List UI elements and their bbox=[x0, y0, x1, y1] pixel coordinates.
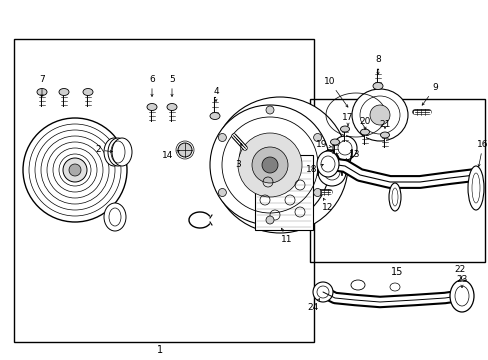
Text: 15: 15 bbox=[390, 267, 403, 277]
Ellipse shape bbox=[317, 158, 346, 186]
Text: 3: 3 bbox=[235, 144, 242, 170]
Ellipse shape bbox=[313, 189, 321, 197]
Text: 17: 17 bbox=[342, 113, 353, 125]
Text: 18: 18 bbox=[305, 165, 323, 175]
Bar bbox=[14, 39, 313, 342]
Ellipse shape bbox=[265, 106, 273, 114]
Text: 22: 22 bbox=[453, 265, 465, 279]
Ellipse shape bbox=[251, 147, 287, 183]
Ellipse shape bbox=[37, 89, 47, 95]
Text: 19: 19 bbox=[316, 140, 331, 149]
Text: 14: 14 bbox=[162, 150, 179, 161]
Text: 20: 20 bbox=[359, 117, 370, 130]
Ellipse shape bbox=[23, 118, 127, 222]
Ellipse shape bbox=[212, 97, 347, 233]
Ellipse shape bbox=[351, 89, 407, 141]
Ellipse shape bbox=[209, 105, 329, 225]
Text: 9: 9 bbox=[421, 84, 437, 105]
Text: 21: 21 bbox=[379, 121, 390, 130]
Ellipse shape bbox=[467, 166, 483, 210]
Text: 4: 4 bbox=[213, 86, 218, 102]
Ellipse shape bbox=[449, 280, 473, 312]
Ellipse shape bbox=[178, 143, 192, 157]
Ellipse shape bbox=[330, 139, 339, 145]
Ellipse shape bbox=[63, 158, 87, 182]
Ellipse shape bbox=[104, 138, 124, 166]
Ellipse shape bbox=[350, 280, 364, 290]
Ellipse shape bbox=[340, 126, 349, 132]
Ellipse shape bbox=[312, 282, 332, 302]
Ellipse shape bbox=[313, 134, 321, 141]
Bar bbox=[309, 99, 484, 262]
Text: 5: 5 bbox=[169, 76, 175, 96]
Bar bbox=[254, 155, 312, 230]
Ellipse shape bbox=[388, 183, 400, 211]
Text: 11: 11 bbox=[281, 228, 292, 244]
Text: 16: 16 bbox=[476, 140, 488, 167]
Text: 1: 1 bbox=[157, 345, 163, 355]
Ellipse shape bbox=[360, 129, 369, 135]
Ellipse shape bbox=[218, 189, 226, 197]
Ellipse shape bbox=[209, 112, 220, 120]
Ellipse shape bbox=[369, 105, 389, 125]
Text: 23: 23 bbox=[455, 275, 467, 287]
Ellipse shape bbox=[218, 134, 226, 141]
Ellipse shape bbox=[332, 136, 356, 160]
Ellipse shape bbox=[372, 82, 382, 90]
Text: 6: 6 bbox=[149, 76, 155, 96]
Ellipse shape bbox=[167, 104, 177, 111]
Text: 13: 13 bbox=[345, 150, 360, 160]
Ellipse shape bbox=[238, 133, 302, 197]
Ellipse shape bbox=[380, 132, 389, 138]
Ellipse shape bbox=[262, 157, 278, 173]
Ellipse shape bbox=[59, 89, 69, 95]
Ellipse shape bbox=[83, 89, 93, 95]
Text: 12: 12 bbox=[322, 198, 333, 212]
Ellipse shape bbox=[108, 138, 128, 166]
Ellipse shape bbox=[69, 164, 81, 176]
Text: 2: 2 bbox=[95, 145, 112, 154]
Text: 7: 7 bbox=[39, 76, 45, 96]
Text: 10: 10 bbox=[324, 77, 347, 107]
Text: 24: 24 bbox=[307, 299, 319, 312]
Ellipse shape bbox=[112, 138, 132, 166]
Ellipse shape bbox=[265, 216, 273, 224]
Ellipse shape bbox=[147, 104, 157, 111]
Text: 8: 8 bbox=[374, 55, 380, 75]
Ellipse shape bbox=[316, 151, 338, 177]
Ellipse shape bbox=[389, 283, 399, 291]
Ellipse shape bbox=[104, 203, 126, 231]
